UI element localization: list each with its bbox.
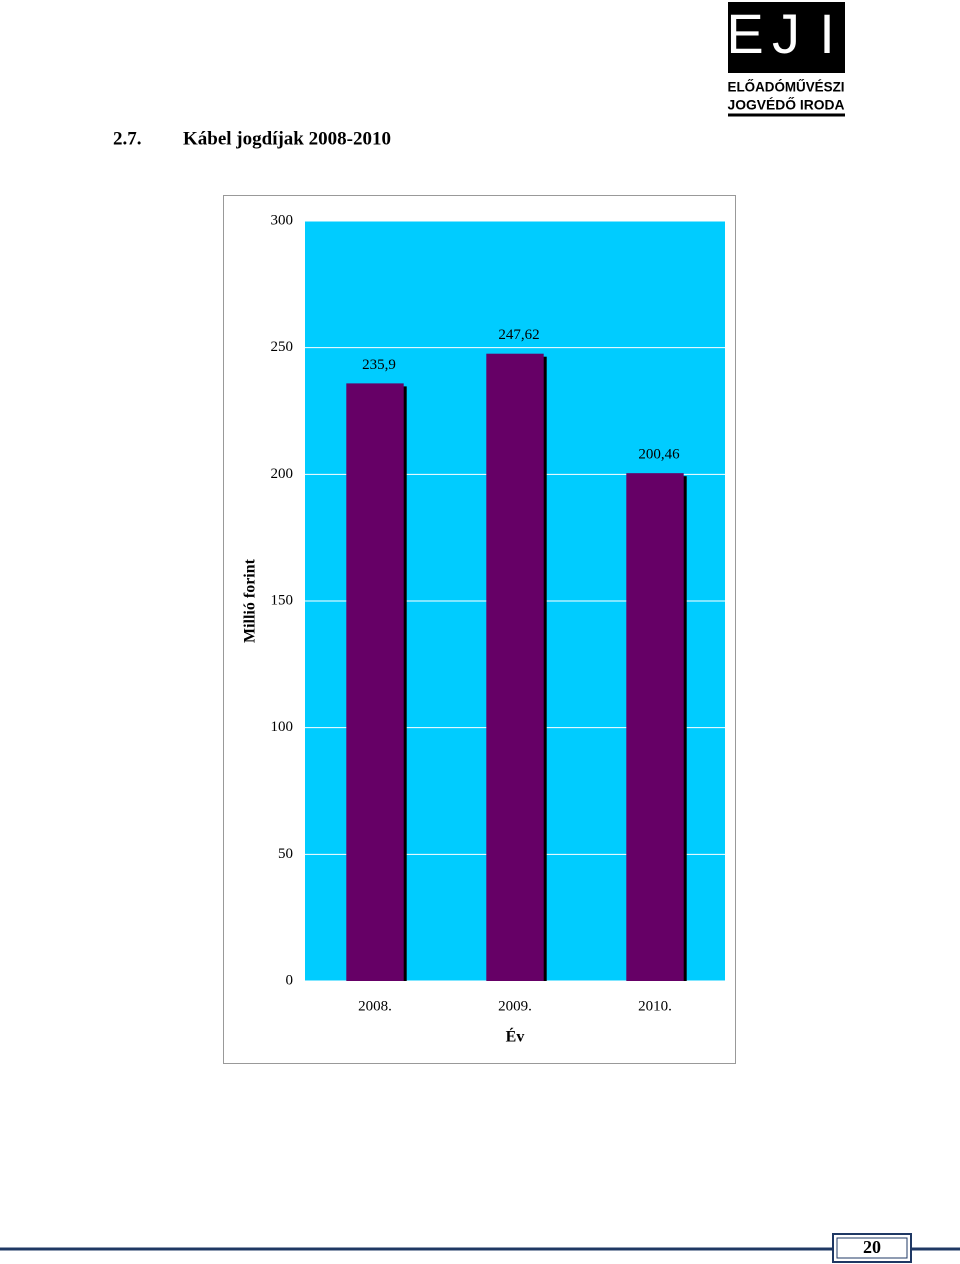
- y-tick-label: 250: [271, 339, 294, 355]
- value-label: 235,9: [362, 357, 396, 373]
- y-tick-label: 0: [286, 972, 294, 988]
- y-axis-label: Millió forint: [242, 558, 259, 643]
- value-label: 200,46: [638, 447, 680, 463]
- logo-letter: E: [726, 2, 763, 65]
- logo-box: [728, 2, 845, 73]
- y-tick-label: 150: [271, 592, 294, 608]
- page-number-box-inner: [836, 1237, 908, 1259]
- x-tick-label: 2010.: [638, 998, 672, 1014]
- page-number: 20: [863, 1237, 881, 1257]
- y-tick-label: 300: [271, 212, 294, 228]
- bar: [486, 353, 544, 981]
- section-title: Kábel jogdíjak 2008-2010: [183, 128, 391, 149]
- logo-letter: J: [772, 2, 800, 65]
- x-tick-label: 2008.: [358, 998, 392, 1014]
- bar: [626, 473, 684, 981]
- x-axis-label: Év: [506, 1027, 525, 1046]
- page-number-box: [832, 1233, 912, 1263]
- chart: 0 50 100 150 200 250 300 2008. 235,9 2009. 247,62 2…: [242, 212, 725, 1046]
- value-label: 247,62: [498, 327, 539, 343]
- logo-letter: I: [819, 2, 835, 65]
- y-tick-label: 50: [278, 846, 293, 862]
- section-number: 2.7.: [113, 128, 142, 149]
- y-tick-label: 200: [271, 466, 294, 482]
- logo-text: ELŐADÓMŰVÉSZI: [728, 78, 845, 95]
- y-tick-label: 100: [271, 719, 294, 735]
- bar: [346, 383, 404, 981]
- logo-text: JOGVÉDŐ IRODA: [728, 96, 845, 113]
- x-tick-label: 2009.: [498, 998, 532, 1014]
